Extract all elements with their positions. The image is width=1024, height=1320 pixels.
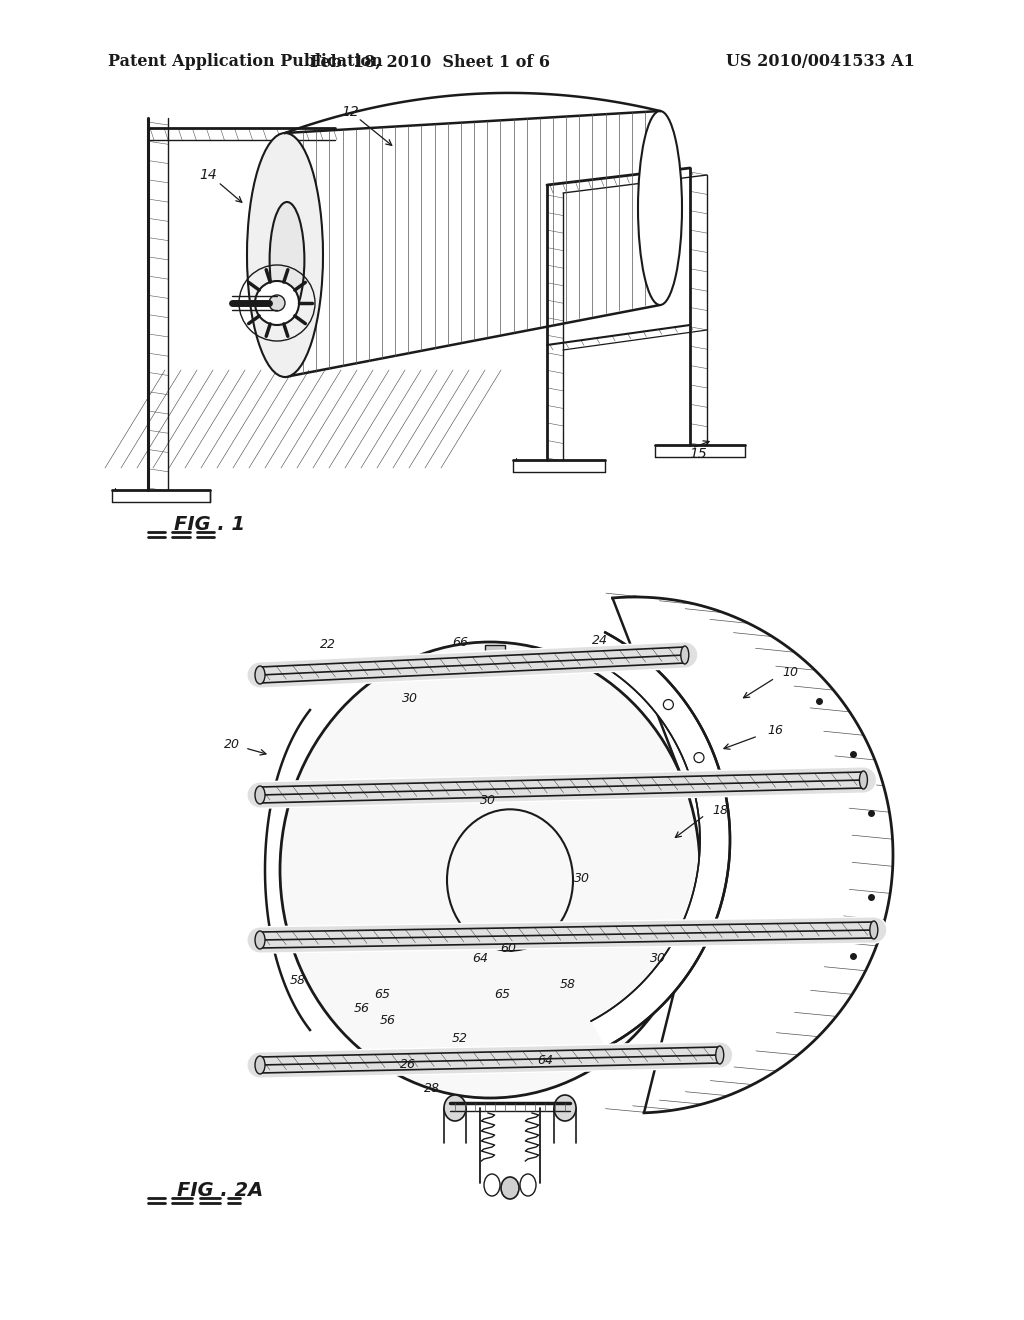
Ellipse shape (247, 133, 323, 378)
Text: 18: 18 (712, 804, 728, 817)
Text: Feb. 18, 2010  Sheet 1 of 6: Feb. 18, 2010 Sheet 1 of 6 (310, 54, 550, 70)
Text: 22: 22 (319, 639, 336, 652)
Circle shape (664, 700, 674, 710)
Ellipse shape (859, 771, 867, 789)
Ellipse shape (501, 1177, 519, 1199)
Text: 58: 58 (560, 978, 575, 991)
Ellipse shape (869, 921, 878, 939)
Ellipse shape (255, 667, 265, 684)
Ellipse shape (280, 642, 700, 1098)
Text: 14: 14 (199, 168, 217, 182)
Text: 30: 30 (650, 952, 666, 965)
Text: 52: 52 (452, 1031, 468, 1044)
Text: 65: 65 (374, 989, 390, 1002)
Ellipse shape (484, 1173, 500, 1196)
Text: 66: 66 (452, 635, 468, 648)
Text: 20: 20 (224, 738, 240, 751)
Text: 28: 28 (424, 1081, 440, 1094)
Circle shape (255, 281, 299, 325)
Text: 30: 30 (402, 692, 418, 705)
Text: 30: 30 (480, 793, 496, 807)
Ellipse shape (716, 1045, 724, 1064)
Text: 64: 64 (537, 1053, 553, 1067)
Text: Patent Application Publication: Patent Application Publication (108, 54, 383, 70)
Ellipse shape (269, 202, 304, 318)
Ellipse shape (554, 1096, 575, 1121)
Text: 30: 30 (574, 871, 590, 884)
Ellipse shape (255, 1056, 265, 1074)
Ellipse shape (681, 645, 689, 664)
Text: 24: 24 (592, 634, 608, 647)
Text: 56: 56 (354, 1002, 370, 1015)
Text: FIG . 2A: FIG . 2A (177, 1180, 263, 1200)
Text: 58: 58 (290, 974, 306, 986)
Text: 64: 64 (472, 952, 488, 965)
Ellipse shape (255, 785, 265, 804)
Polygon shape (591, 632, 730, 1048)
Text: FIG . 1: FIG . 1 (174, 515, 246, 533)
Ellipse shape (520, 1173, 536, 1196)
Text: 10: 10 (782, 665, 798, 678)
Circle shape (269, 294, 285, 312)
Ellipse shape (255, 931, 265, 949)
Text: 15: 15 (689, 447, 707, 461)
Text: 26: 26 (400, 1059, 416, 1072)
Text: 16: 16 (767, 723, 783, 737)
Ellipse shape (444, 1096, 466, 1121)
Text: 56: 56 (380, 1014, 396, 1027)
FancyBboxPatch shape (485, 645, 505, 661)
Ellipse shape (638, 111, 682, 305)
Circle shape (694, 752, 703, 763)
Text: 12: 12 (341, 106, 358, 119)
Text: 60: 60 (500, 941, 516, 954)
Text: US 2010/0041533 A1: US 2010/0041533 A1 (726, 54, 914, 70)
Text: 65: 65 (494, 989, 510, 1002)
